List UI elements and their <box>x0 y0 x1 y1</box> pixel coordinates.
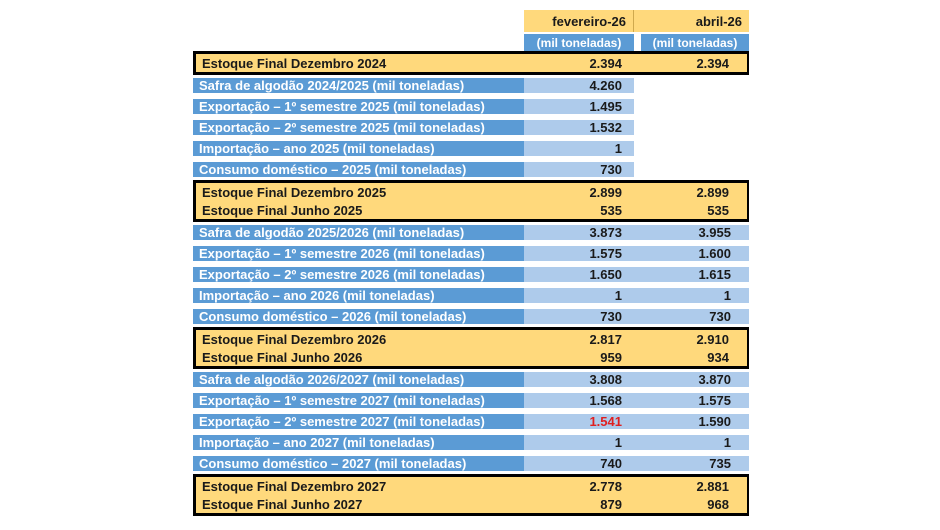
row-label: Estoque Final Junho 2025 <box>202 202 363 218</box>
table-row: Importação – ano 2027 (mil toneladas) 1 … <box>193 432 749 453</box>
table-row: Exportação – 2º semestre 2026 (mil tonel… <box>193 264 749 285</box>
row-label: Exportação – 1º semestre 2025 (mil tonel… <box>193 99 524 114</box>
value-abril: 1.590 <box>634 414 749 429</box>
value-abril: 934 <box>707 349 729 365</box>
value-fevereiro: 1.568 <box>524 393 634 408</box>
row-label: Safra de algodão 2025/2026 (mil tonelada… <box>193 225 524 240</box>
season-section-2025-2026: Safra de algodão 2025/2026 (mil tonelada… <box>193 222 749 327</box>
table-row: Safra de algodão 2026/2027 (mil tonelada… <box>193 369 749 390</box>
table-row: Importação – ano 2025 (mil toneladas) 1 <box>193 138 749 159</box>
value-fevereiro: 1.495 <box>524 99 634 114</box>
row-label: Importação – ano 2027 (mil toneladas) <box>193 435 524 450</box>
table-row: Safra de algodão 2024/2025 (mil tonelada… <box>193 75 749 96</box>
value-fevereiro: 2.899 <box>589 184 622 200</box>
value-fevereiro: 1.532 <box>524 120 634 135</box>
table-row: Safra de algodão 2025/2026 (mil tonelada… <box>193 222 749 243</box>
value-fevereiro: 535 <box>600 202 622 218</box>
row-label: Consumo doméstico – 2027 (mil toneladas) <box>193 456 524 471</box>
value-fevereiro: 1.650 <box>524 267 634 282</box>
season-section-2024-2025: Safra de algodão 2024/2025 (mil tonelada… <box>193 75 749 180</box>
stock-block-2026: Estoque Final Dezembro 2026 2.817 2.910 … <box>193 327 749 369</box>
table-row: Estoque Final Junho 2026 959 934 <box>196 348 747 366</box>
value-fevereiro: 1.575 <box>524 246 634 261</box>
row-label: Safra de algodão 2026/2027 (mil tonelada… <box>193 372 524 387</box>
stock-block-2025: Estoque Final Dezembro 2025 2.899 2.899 … <box>193 180 749 222</box>
table-row: Estoque Final Dezembro 2027 2.778 2.881 <box>196 477 747 495</box>
value-abril: 2.394 <box>696 55 729 71</box>
row-label: Estoque Final Junho 2026 <box>202 349 363 365</box>
row-label: Estoque Final Dezembro 2027 <box>202 478 387 494</box>
table-row: Consumo doméstico – 2026 (mil toneladas)… <box>193 306 749 327</box>
table-row: Importação – ano 2026 (mil toneladas) 1 … <box>193 285 749 306</box>
value-fevereiro-highlighted: 1.541 <box>524 414 634 429</box>
value-fevereiro: 2.778 <box>589 478 622 494</box>
table-row: Exportação – 2º semestre 2027 (mil tonel… <box>193 411 749 432</box>
value-abril: 1 <box>634 288 749 303</box>
cotton-balance-table: fevereiro-26 abril-26 (mil toneladas) (m… <box>193 10 749 516</box>
table-row: Consumo doméstico – 2025 (mil toneladas)… <box>193 159 749 180</box>
value-abril: 1.600 <box>634 246 749 261</box>
value-fevereiro: 1 <box>524 141 634 156</box>
header-unit-fevereiro: (mil toneladas) <box>524 34 634 51</box>
value-fevereiro: 2.394 <box>589 55 622 71</box>
row-label: Exportação – 2º semestre 2026 (mil tonel… <box>193 267 524 282</box>
value-abril: 735 <box>634 456 749 471</box>
season-section-2026-2027: Safra de algodão 2026/2027 (mil tonelada… <box>193 369 749 474</box>
value-fevereiro: 730 <box>524 162 634 177</box>
row-label: Importação – ano 2025 (mil toneladas) <box>193 141 524 156</box>
value-fevereiro: 959 <box>600 349 622 365</box>
table-row: Exportação – 1º semestre 2026 (mil tonel… <box>193 243 749 264</box>
stock-block-2024: Estoque Final Dezembro 2024 2.394 2.394 <box>193 51 749 75</box>
header-month-abril: abril-26 <box>634 10 749 32</box>
row-label: Estoque Final Dezembro 2026 <box>202 331 387 347</box>
table-row: Exportação – 1º semestre 2025 (mil tonel… <box>193 96 749 117</box>
value-abril: 1.615 <box>634 267 749 282</box>
table-row: Estoque Final Junho 2027 879 968 <box>196 495 747 513</box>
value-abril: 2.881 <box>696 478 729 494</box>
header-months-row: fevereiro-26 abril-26 <box>524 10 749 32</box>
row-label: Exportação – 2º semestre 2027 (mil tonel… <box>193 414 524 429</box>
value-fevereiro: 2.817 <box>589 331 622 347</box>
value-abril: 1.575 <box>634 393 749 408</box>
value-fevereiro: 730 <box>524 309 634 324</box>
value-fevereiro: 1 <box>524 288 634 303</box>
table-row: Exportação – 2º semestre 2025 (mil tonel… <box>193 117 749 138</box>
header-unit-abril: (mil toneladas) <box>641 34 749 51</box>
table-row: Consumo doméstico – 2027 (mil toneladas)… <box>193 453 749 474</box>
row-label: Estoque Final Dezembro 2024 <box>202 55 387 71</box>
header-units-row: (mil toneladas) (mil toneladas) <box>524 34 749 51</box>
value-abril: 2.899 <box>696 184 729 200</box>
stock-block-2027: Estoque Final Dezembro 2027 2.778 2.881 … <box>193 474 749 516</box>
row-label: Consumo doméstico – 2025 (mil toneladas) <box>193 162 524 177</box>
value-abril: 3.955 <box>634 225 749 240</box>
table-row: Exportação – 1º semestre 2027 (mil tonel… <box>193 390 749 411</box>
value-fevereiro: 1 <box>524 435 634 450</box>
row-label: Safra de algodão 2024/2025 (mil tonelada… <box>193 78 524 93</box>
table-row: Estoque Final Dezembro 2025 2.899 2.899 <box>196 183 747 201</box>
value-fevereiro: 4.260 <box>524 78 634 93</box>
row-label: Estoque Final Dezembro 2025 <box>202 184 387 200</box>
row-label: Exportação – 1º semestre 2026 (mil tonel… <box>193 246 524 261</box>
row-label: Importação – ano 2026 (mil toneladas) <box>193 288 524 303</box>
table-row: Estoque Final Dezembro 2024 2.394 2.394 <box>196 54 747 72</box>
header-month-fevereiro: fevereiro-26 <box>524 10 634 32</box>
value-fevereiro: 879 <box>600 496 622 512</box>
value-fevereiro: 740 <box>524 456 634 471</box>
value-abril: 1 <box>634 435 749 450</box>
value-abril: 730 <box>634 309 749 324</box>
value-abril: 2.910 <box>696 331 729 347</box>
row-label: Consumo doméstico – 2026 (mil toneladas) <box>193 309 524 324</box>
row-label: Exportação – 1º semestre 2027 (mil tonel… <box>193 393 524 408</box>
value-abril: 535 <box>707 202 729 218</box>
table-row: Estoque Final Dezembro 2026 2.817 2.910 <box>196 330 747 348</box>
row-label: Exportação – 2º semestre 2025 (mil tonel… <box>193 120 524 135</box>
value-fevereiro: 3.808 <box>524 372 634 387</box>
value-abril: 3.870 <box>634 372 749 387</box>
table-row: Estoque Final Junho 2025 535 535 <box>196 201 747 219</box>
value-fevereiro: 3.873 <box>524 225 634 240</box>
value-abril: 968 <box>707 496 729 512</box>
row-label: Estoque Final Junho 2027 <box>202 496 363 512</box>
